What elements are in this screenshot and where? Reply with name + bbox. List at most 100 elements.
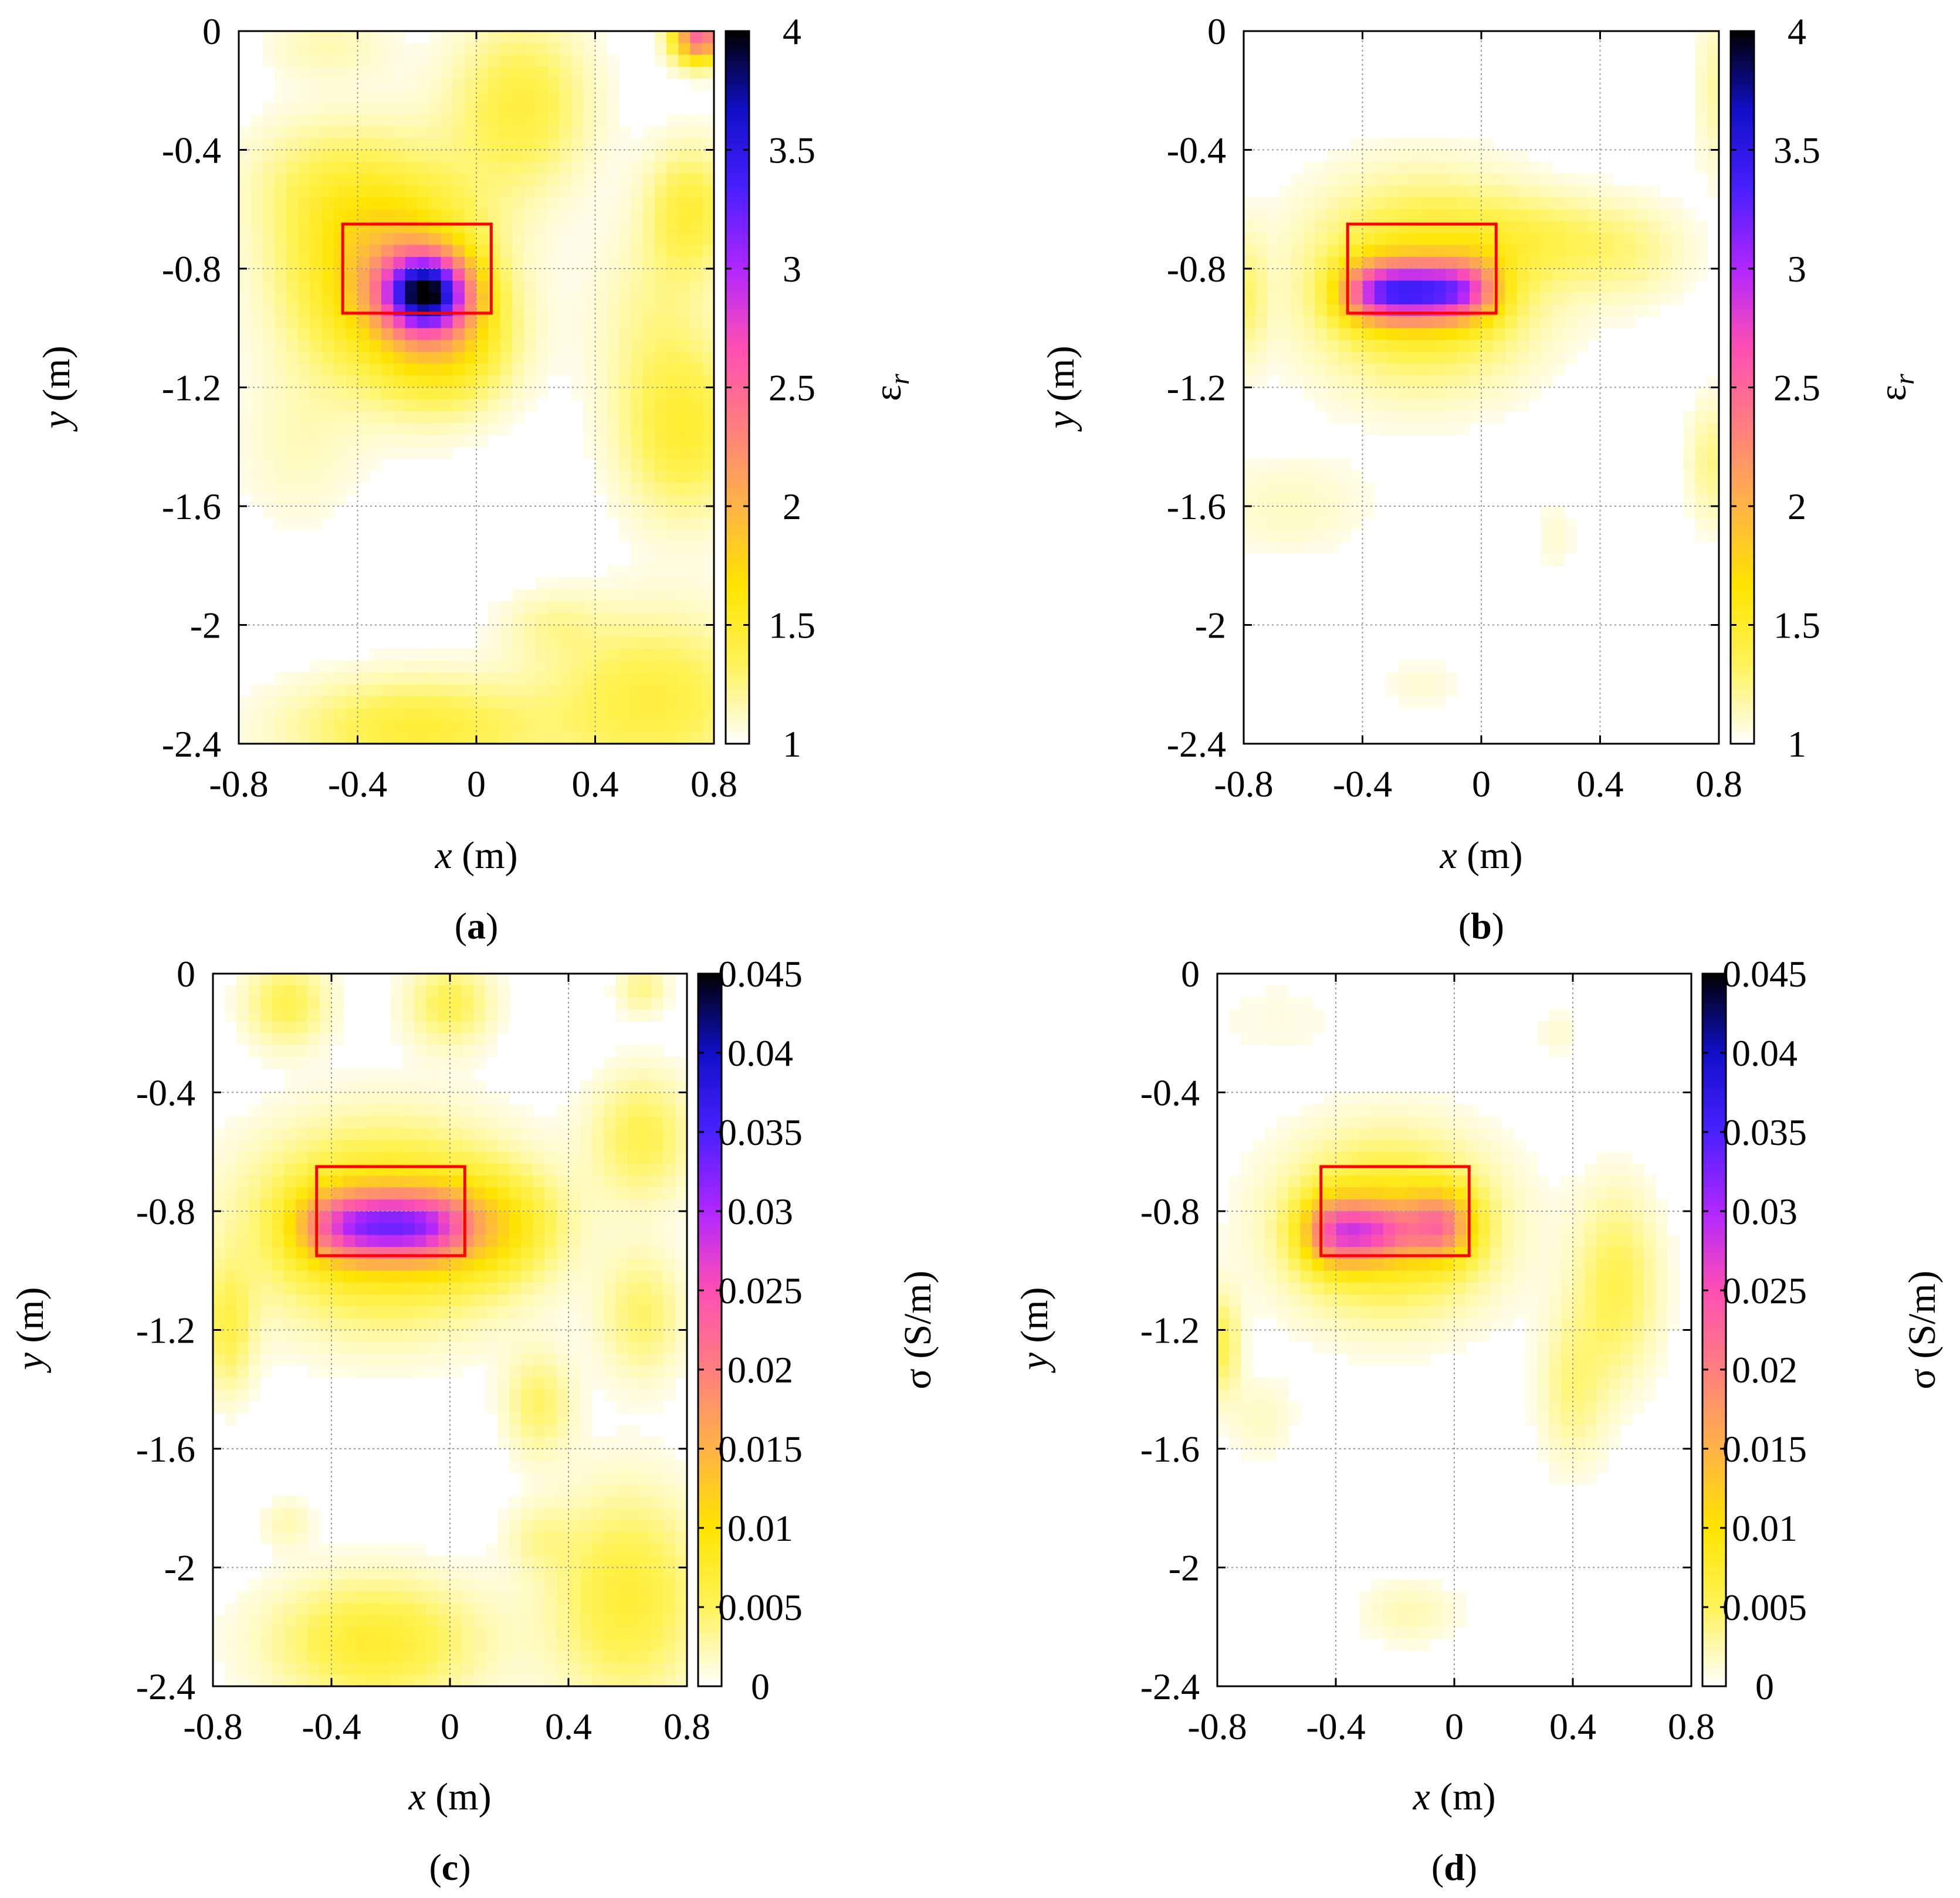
colorbar-segment	[726, 43, 749, 49]
heatmap-cell	[355, 1104, 368, 1117]
heatmap-cell	[1410, 660, 1423, 673]
heatmap-cell	[556, 1662, 569, 1675]
heatmap-cell	[1303, 174, 1316, 186]
heatmap-cell	[604, 1246, 617, 1259]
heatmap-cell	[310, 518, 323, 531]
heatmap-cell	[1434, 672, 1446, 685]
heatmap-cell	[595, 161, 608, 174]
heatmap-cell	[476, 684, 489, 697]
heatmap-cell	[615, 1401, 628, 1414]
heatmap-cell	[497, 1021, 510, 1033]
heatmap-cell	[393, 660, 406, 673]
heatmap-cell	[343, 1662, 356, 1675]
heatmap-cell	[1410, 399, 1423, 412]
heatmap-cell	[690, 506, 703, 518]
heatmap-cell	[429, 364, 441, 376]
heatmap-cell	[547, 708, 560, 721]
heatmap-cell	[307, 1318, 320, 1331]
heatmap-cell	[571, 43, 584, 56]
heatmap-cell	[355, 1187, 368, 1200]
heatmap-cell	[1457, 161, 1470, 174]
heatmap-cell	[654, 459, 667, 471]
heatmap-cell	[1446, 245, 1458, 257]
heatmap-cell	[393, 256, 406, 269]
heatmap-cell	[381, 672, 394, 685]
heatmap-cell	[607, 161, 620, 174]
heatmap-cell	[346, 340, 358, 353]
heatmap-cell	[429, 245, 441, 257]
heatmap-cell	[488, 375, 501, 388]
heatmap-cell	[462, 1009, 474, 1022]
heatmap-cell	[367, 1365, 380, 1378]
colorbar-segment	[726, 452, 749, 459]
heatmap-cell	[1303, 351, 1316, 364]
heatmap-cell	[1505, 185, 1518, 198]
heatmap-cell	[639, 1009, 652, 1022]
heatmap-cell	[678, 174, 691, 186]
heatmap-cell	[666, 518, 679, 531]
heatmap-cell	[438, 1270, 451, 1283]
heatmap-cell	[473, 1259, 486, 1271]
heatmap-cell	[296, 1116, 309, 1128]
heatmap-cell	[405, 328, 418, 341]
heatmap-cell	[319, 1199, 332, 1212]
heatmap-cell	[488, 102, 501, 115]
heatmap-cell	[536, 292, 549, 305]
heatmap-cell	[310, 90, 323, 103]
heatmap-cell	[583, 423, 596, 436]
heatmap-cell	[462, 985, 474, 998]
colorbar-segment	[726, 215, 749, 222]
heatmap-cell	[619, 518, 631, 531]
heatmap-cell	[556, 1567, 569, 1580]
heatmap-cell	[1695, 90, 1708, 103]
heatmap-cell	[236, 1009, 249, 1022]
heatmap-cell	[225, 1318, 237, 1331]
heatmap-cell	[615, 1531, 628, 1544]
heatmap-cell	[367, 1128, 380, 1141]
heatmap-cell	[1374, 399, 1387, 412]
heatmap-cell	[544, 1270, 557, 1283]
heatmap-cell	[607, 696, 620, 709]
heatmap-cell	[690, 446, 703, 459]
heatmap-cell	[1576, 256, 1589, 269]
heatmap-cell	[378, 1626, 391, 1639]
heatmap-cell	[441, 174, 453, 186]
heatmap-cell	[367, 1199, 380, 1212]
heatmap-cell	[1279, 541, 1292, 554]
heatmap-cell	[595, 150, 608, 162]
heatmap-cell	[631, 494, 644, 507]
heatmap-cell	[378, 1318, 391, 1331]
heatmap-cell	[414, 1092, 427, 1105]
heatmap-cell	[417, 126, 429, 138]
heatmap-cell	[1457, 411, 1470, 423]
heatmap-cell	[391, 1567, 403, 1580]
heatmap-cell	[619, 423, 631, 436]
heatmap-cell	[663, 1520, 676, 1533]
heatmap-cell	[663, 1259, 676, 1271]
heatmap-cell	[417, 269, 429, 281]
heatmap-cell	[559, 649, 572, 661]
heatmap-cell	[615, 1318, 628, 1331]
colorbar-segment	[1731, 221, 1754, 228]
heatmap-cell	[343, 1211, 356, 1223]
heatmap-cell	[642, 209, 655, 222]
heatmap-cell	[675, 1164, 688, 1176]
heatmap-cell	[464, 731, 477, 744]
heatmap-cell	[654, 138, 667, 151]
heatmap-cell	[666, 126, 679, 138]
heatmap-cell	[438, 1282, 451, 1295]
heatmap-cell	[497, 1377, 510, 1390]
heatmap-cell	[524, 316, 536, 328]
heatmap-cell	[615, 1544, 628, 1556]
heatmap-cell	[334, 435, 346, 448]
heatmap-cell	[464, 696, 477, 709]
heatmap-cell	[631, 518, 644, 531]
heatmap-cell	[604, 1626, 617, 1639]
heatmap-cell	[239, 364, 251, 376]
heatmap-cell	[571, 138, 584, 151]
colorbar-segment	[1731, 423, 1754, 429]
heatmap-cell	[512, 660, 524, 673]
heatmap-cell	[690, 541, 703, 554]
heatmap-cell	[1326, 387, 1339, 400]
heatmap-cell	[651, 1615, 664, 1628]
